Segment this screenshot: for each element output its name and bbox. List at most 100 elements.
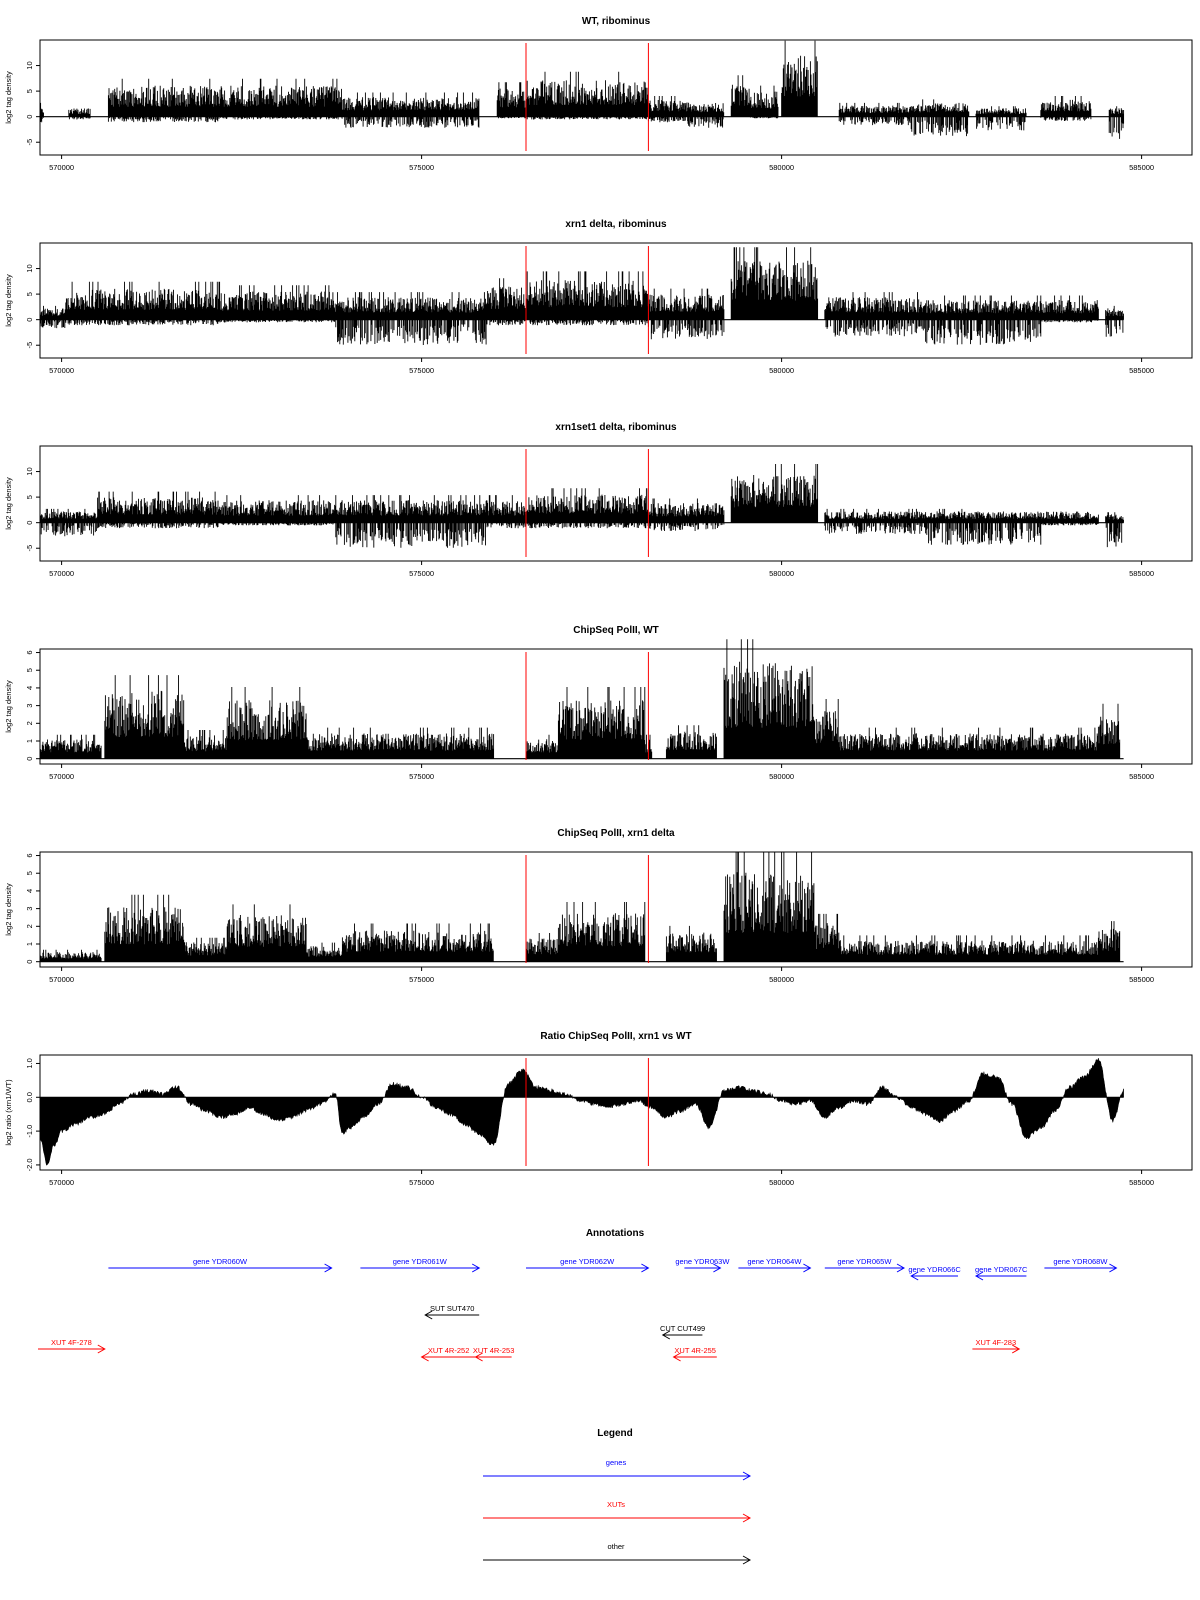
feature-arrowhead: [803, 1263, 812, 1273]
track-panel: ChipSeq PolII, xrn1 delta log2 tag densit…: [4, 828, 1193, 984]
y-tick-label: 5: [25, 292, 34, 296]
ratio-area: [39, 1057, 1124, 1166]
x-tick-label: 570000: [49, 975, 74, 984]
annotation-feature: gene YDR062W: [526, 1257, 650, 1273]
track-panel: WT, ribominus log2 tag density -5 0 5 10 57000…: [4, 16, 1193, 172]
y-axis-label: log2 tag density: [4, 883, 13, 936]
x-tick-label: 570000: [49, 366, 74, 375]
y-tick-label: 1: [25, 739, 34, 743]
legend-item: other: [483, 1542, 752, 1565]
legend-arrowhead: [742, 1555, 752, 1565]
y-axis-label: log2 tag density: [4, 680, 13, 733]
annotation-feature: CUT CUT499: [660, 1324, 705, 1340]
y-axis-label: log2 ratio (xrn1/WT): [4, 1079, 13, 1146]
annotation-feature: gene YDR064W: [738, 1257, 812, 1273]
panel-title: ChipSeq PolII, xrn1 delta: [557, 828, 675, 839]
feature-arrowhead: [97, 1344, 106, 1354]
y-tick-label: 10: [25, 264, 34, 272]
feature-label: XUT 4R-253: [473, 1346, 515, 1355]
x-tick-label: 580000: [769, 569, 794, 578]
x-tick-label: 585000: [1129, 772, 1154, 781]
annotation-feature: XUT 4R-252: [420, 1346, 476, 1362]
track-panel: Ratio ChipSeq PolII, xrn1 vs WT log2 rati…: [4, 1031, 1193, 1187]
y-tick-label: 4: [25, 686, 34, 690]
x-tick-label: 580000: [769, 1178, 794, 1187]
panel-title: Ratio ChipSeq PolII, xrn1 vs WT: [540, 1031, 691, 1042]
panel-title: ChipSeq PolII, WT: [573, 625, 659, 636]
legend-title: Legend: [597, 1428, 633, 1439]
feature-arrowhead: [974, 1271, 984, 1281]
x-tick-label: 580000: [769, 163, 794, 172]
y-tick-label: -2.0: [25, 1158, 34, 1171]
y-tick-label: 1: [25, 942, 34, 946]
x-tick-label: 570000: [49, 569, 74, 578]
feature-arrowhead: [424, 1310, 433, 1320]
legend-arrowhead: [742, 1471, 752, 1481]
x-tick-label: 570000: [49, 163, 74, 172]
y-tick-label: 0: [25, 960, 34, 964]
annotation-feature: gene YDR065W: [824, 1257, 906, 1273]
legend-items: genes XUTs other: [483, 1458, 752, 1565]
legend-arrowhead: [742, 1513, 752, 1523]
y-tick-label: 5: [25, 89, 34, 93]
feature-label: SUT SUT470: [430, 1304, 474, 1313]
x-tick-label: 575000: [409, 772, 434, 781]
y-tick-label: 4: [25, 889, 34, 893]
y-tick-label: 10: [25, 61, 34, 69]
plot-frame: [39, 1054, 1193, 1171]
annotations-panel: Annotations gene YDR060W gene YDR061W gene…: [38, 1228, 1118, 1362]
track-panel: xrn1set1 delta, ribominus log2 tag densit…: [4, 422, 1193, 578]
feature-arrowhead: [1011, 1344, 1021, 1354]
y-tick-label: 5: [25, 668, 34, 672]
y-tick-label: 2: [25, 924, 34, 928]
y-tick-label: -1.0: [25, 1125, 34, 1138]
y-tick-label: 3: [25, 704, 34, 708]
feature-label: gene YDR063W: [675, 1257, 730, 1266]
feature-label: gene YDR067C: [975, 1265, 1028, 1274]
y-tick-label: 10: [25, 467, 34, 475]
annotation-feature: XUT 4R-255: [672, 1346, 717, 1362]
y-tick-label: 6: [25, 650, 34, 654]
feature-label: XUT 4F-278: [51, 1338, 92, 1347]
x-tick-label: 585000: [1129, 569, 1154, 578]
annotation-feature: gene YDR067C: [974, 1265, 1028, 1281]
plot-frame: [39, 39, 1193, 156]
annotation-features: gene YDR060W gene YDR061W gene YDR062W gene…: [38, 1257, 1118, 1362]
annotation-feature: gene YDR066C: [908, 1265, 961, 1281]
y-axis-label: log2 tag density: [4, 71, 13, 124]
x-tick-label: 570000: [49, 1178, 74, 1187]
annotation-feature: XUT 4F-278: [38, 1338, 106, 1354]
legend-label: XUTs: [607, 1500, 625, 1509]
feature-label: XUT 4R-252: [428, 1346, 470, 1355]
y-tick-label: 0.0: [25, 1092, 34, 1102]
annotation-feature: gene YDR068W: [1044, 1257, 1118, 1273]
x-tick-label: 585000: [1129, 975, 1154, 984]
x-tick-label: 580000: [769, 975, 794, 984]
panel-title: WT, ribominus: [582, 16, 651, 27]
annotation-feature: gene YDR060W: [108, 1257, 333, 1273]
y-tick-label: 0: [25, 757, 34, 761]
legend-label: genes: [606, 1458, 627, 1467]
x-tick-label: 585000: [1129, 163, 1154, 172]
y-axis-label: log2 tag density: [4, 274, 13, 327]
signal-bars: [39, 639, 1121, 759]
y-tick-label: 3: [25, 907, 34, 911]
y-tick-label: 0: [25, 318, 34, 322]
panel-title: xrn1 delta, ribominus: [565, 219, 667, 230]
signal-bars: [39, 40, 1125, 139]
feature-label: XUT 4R-255: [674, 1346, 716, 1355]
x-tick-label: 575000: [409, 569, 434, 578]
feature-arrowhead: [910, 1271, 919, 1281]
annotations-title: Annotations: [586, 1228, 645, 1239]
feature-arrowhead: [1109, 1263, 1118, 1273]
signal-bars: [39, 464, 1124, 548]
x-tick-label: 575000: [409, 1178, 434, 1187]
annotation-feature: SUT SUT470: [424, 1304, 480, 1320]
y-tick-label: -5: [25, 139, 34, 146]
y-tick-label: 2: [25, 721, 34, 725]
feature-label: CUT CUT499: [660, 1324, 705, 1333]
signal-bars: [39, 247, 1124, 345]
feature-arrowhead: [672, 1352, 681, 1362]
